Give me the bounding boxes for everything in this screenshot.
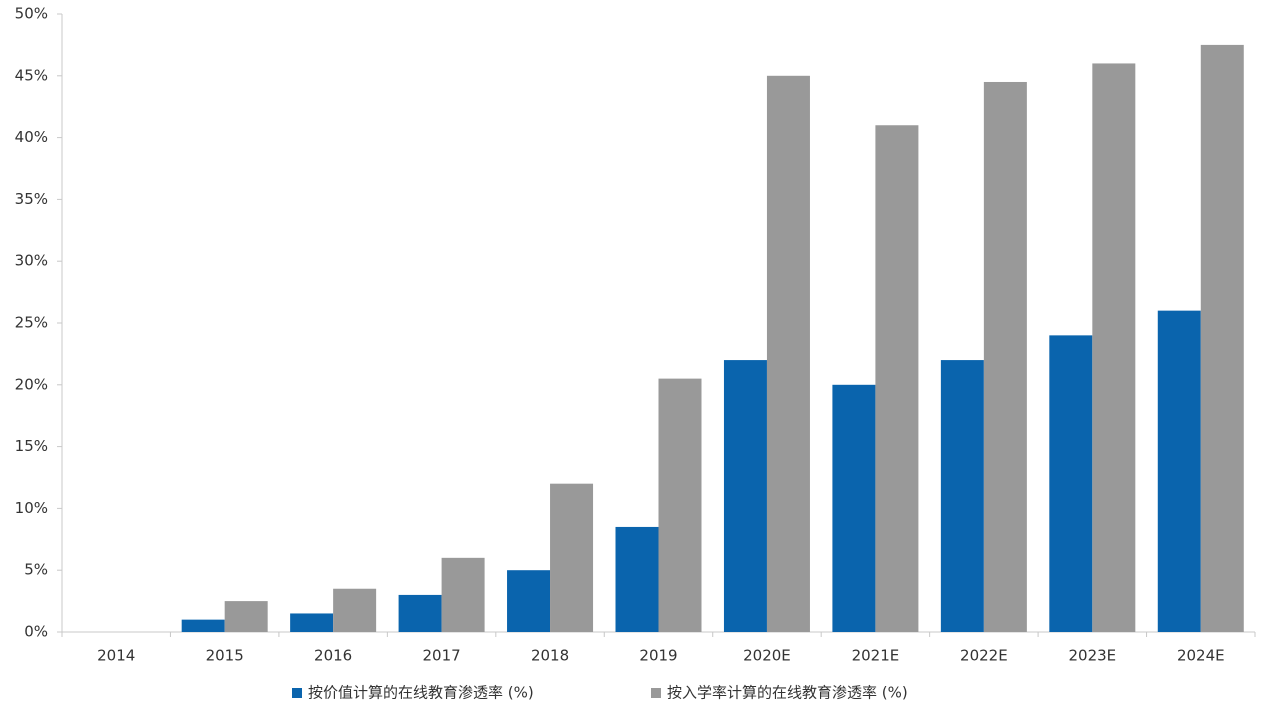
bar <box>940 360 984 632</box>
y-tick-label: 0% <box>24 623 48 641</box>
bar <box>1049 335 1093 632</box>
x-tick-label: 2021E <box>852 647 900 665</box>
y-tick-label: 30% <box>15 252 48 270</box>
x-tick-label: 2014 <box>97 647 135 665</box>
bar <box>1092 63 1136 632</box>
x-tick-label: 2015 <box>206 647 244 665</box>
y-tick-label: 45% <box>15 66 48 84</box>
bar <box>723 360 767 632</box>
x-tick-label: 2018 <box>531 647 569 665</box>
y-tick-label: 50% <box>15 5 48 23</box>
bar <box>181 619 225 632</box>
x-tick-label: 2023E <box>1068 647 1116 665</box>
y-tick-label: 25% <box>15 314 48 332</box>
bar <box>832 384 876 632</box>
legend-label: 按价值计算的在线教育渗透率 (%) <box>308 684 534 702</box>
legend-swatch <box>292 688 302 698</box>
bar <box>507 570 551 632</box>
bar <box>1200 44 1244 632</box>
y-tick-label: 5% <box>24 561 48 579</box>
bar <box>875 125 919 633</box>
x-tick-label: 2019 <box>639 647 677 665</box>
legend-swatch <box>651 688 661 698</box>
x-tick-label: 2022E <box>960 647 1008 665</box>
bar <box>224 601 268 632</box>
y-tick-label: 10% <box>15 499 48 517</box>
x-tick-label: 2020E <box>743 647 791 665</box>
y-tick-label: 20% <box>15 375 48 393</box>
x-tick-label: 2017 <box>422 647 460 665</box>
bar <box>1157 310 1201 632</box>
x-tick-label: 2024E <box>1177 647 1225 665</box>
bar <box>398 594 442 632</box>
bar <box>766 75 810 633</box>
y-tick-label: 40% <box>15 128 48 146</box>
y-tick-label: 35% <box>15 190 48 208</box>
bar <box>615 526 659 632</box>
legend-label: 按入学率计算的在线教育渗透率 (%) <box>667 684 908 702</box>
bar <box>441 557 485 632</box>
bar <box>290 613 334 632</box>
bar <box>333 588 377 632</box>
bar <box>983 81 1027 633</box>
y-tick-label: 15% <box>15 437 48 455</box>
x-tick-label: 2016 <box>314 647 352 665</box>
bar <box>550 483 594 632</box>
bar <box>658 378 702 632</box>
